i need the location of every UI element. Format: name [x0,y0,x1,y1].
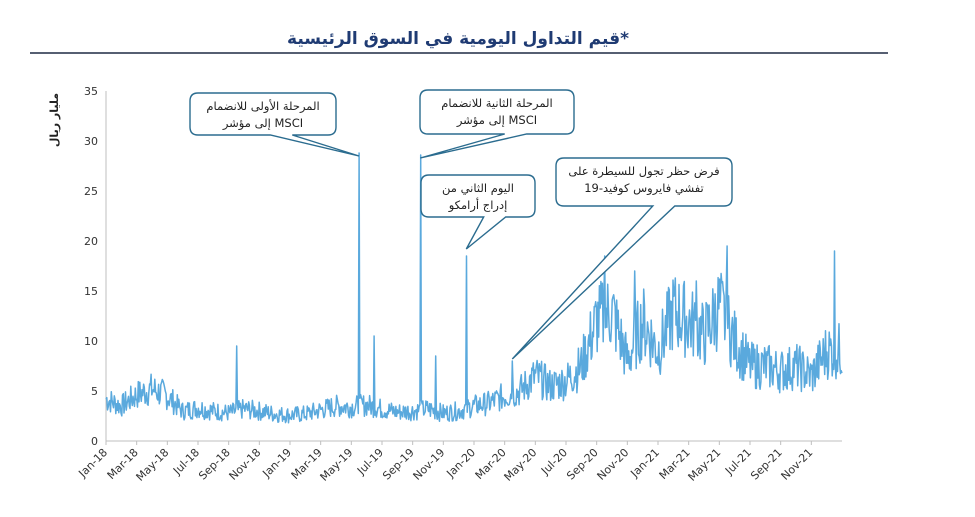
x-tick-label: Sep-20 [564,446,601,483]
y-tick-label: 20 [84,235,98,248]
callout: المرحلة الثانية للانضمام إلى مؤشر MSCI [419,89,575,159]
callout-box [419,89,575,159]
callout-text: إدراج أرامكو [448,197,508,213]
y-tick-label: 0 [91,435,98,448]
callout: فرض حظر تجول للسيطرة على تفشي فايروس كوفي… [511,157,733,360]
callout-text: المرحلة الأولى للانضمام [206,99,319,114]
x-tick-label: Sep-21 [748,446,785,483]
callout-box [420,174,536,250]
y-tick-labels: 0 5 10 15 20 25 30 35 [84,85,98,448]
callout-box [189,92,360,157]
series-layer [105,152,843,424]
x-tick-label: May-20 [502,446,540,484]
x-tick-label: Jan-19 [260,446,295,481]
x-tick-label: Nov-20 [595,446,632,483]
x-tick-label: Jan-20 [444,446,479,481]
x-tick-label: Nov-21 [779,446,816,483]
x-tick-label: Sep-18 [196,446,233,483]
callout-text: المرحلة الثانية للانضمام [441,96,552,111]
y-tick-label: 5 [91,385,98,398]
y-tick-label: 15 [84,285,98,298]
callout-text: تفشي فايروس كوفيد-19 [584,181,704,196]
callout-text: إلى مؤشر MSCI [456,113,537,128]
callout: المرحلة الأولى للانضمام إلى مؤشر MSCI [189,92,360,157]
x-tick-label: Nov-19 [411,446,448,483]
chart-title: قيم التداول اليومية في السوق الرئيسية* [287,29,629,49]
callout-text: إلى مؤشر MSCI [222,116,303,131]
x-tick-label: May-19 [318,446,356,484]
callout-box [511,157,733,360]
y-tick-label: 30 [84,135,98,148]
series-line [105,152,843,424]
y-tick-label: 10 [84,335,98,348]
x-tick-label: Nov-18 [227,446,264,483]
x-tick-label: Jan-18 [76,446,111,481]
y-axis-label: مليار ريال [48,93,61,147]
x-tick-label: Sep-19 [380,446,417,483]
y-tick-label: 35 [84,85,98,98]
x-tick-label: May-21 [686,446,724,484]
y-tick-label: 25 [84,185,98,198]
x-tick-label: Jan-21 [628,446,663,481]
callout-text: اليوم الثاني من [442,181,514,196]
x-tick-label: May-18 [134,446,172,484]
callout-text: فرض حظر تجول للسيطرة على [568,164,719,179]
